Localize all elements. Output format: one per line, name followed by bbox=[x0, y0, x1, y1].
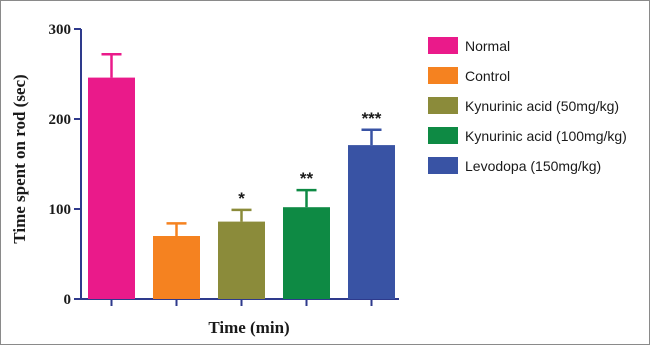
x-axis-title: Time (min) bbox=[208, 318, 289, 337]
bar bbox=[218, 221, 265, 299]
legend-label: Kynurinic acid (50mg/kg) bbox=[465, 98, 619, 114]
legend-label: Control bbox=[465, 68, 510, 84]
legend-label: Kynurinic acid (100mg/kg) bbox=[465, 128, 627, 144]
bar bbox=[348, 145, 395, 299]
legend-label: Normal bbox=[465, 38, 510, 54]
bar bbox=[283, 207, 330, 299]
y-tick-label: 0 bbox=[64, 292, 72, 308]
significance-label: * bbox=[238, 189, 245, 208]
legend-swatch bbox=[428, 37, 458, 54]
legend-swatch bbox=[428, 127, 458, 144]
significance-label: *** bbox=[362, 109, 382, 128]
bars-group: ****** bbox=[88, 52, 395, 299]
legend-swatch bbox=[428, 157, 458, 174]
significance-label: ** bbox=[300, 169, 314, 188]
legend-swatch bbox=[428, 67, 458, 84]
y-tick-label: 200 bbox=[49, 112, 72, 128]
y-axis-title: Time spent on rod (sec) bbox=[10, 74, 29, 243]
bar bbox=[88, 77, 135, 299]
y-tick-label: 300 bbox=[49, 22, 72, 38]
legend-swatch bbox=[428, 97, 458, 114]
bar bbox=[153, 236, 200, 299]
legend-label: Levodopa (150mg/kg) bbox=[465, 158, 601, 174]
y-tick-label: 100 bbox=[49, 202, 72, 218]
legend: Normal Control Kynurinic acid (50mg/kg) Kyn… bbox=[428, 37, 627, 174]
